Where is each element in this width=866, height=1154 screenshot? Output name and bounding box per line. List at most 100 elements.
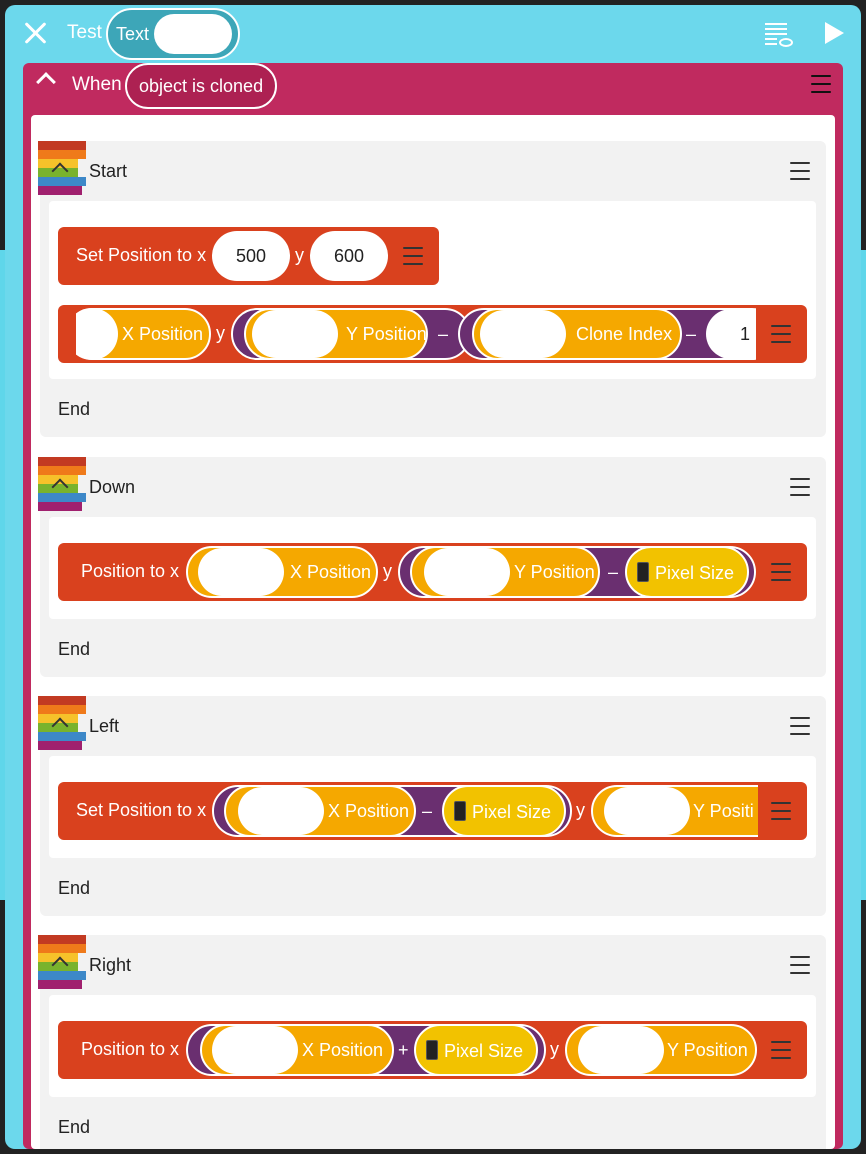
y-label: y (295, 245, 304, 265)
y-label: y (383, 561, 392, 581)
self-label: Self (514, 323, 546, 343)
function-start[interactable]: Start Set Position to x 500 y 600 (38, 141, 826, 437)
self-label: Self (278, 323, 310, 343)
chevron-up-icon[interactable] (36, 72, 56, 92)
x-value-input[interactable]: 500 (212, 231, 290, 281)
function-left[interactable]: Left Set Position to x – X Position (38, 696, 826, 916)
number-input[interactable]: 1 (706, 309, 756, 359)
project-title: Test (67, 22, 102, 43)
phone-icon (454, 801, 466, 821)
preview-icon[interactable] (765, 21, 795, 49)
property-label: Y Positi (693, 801, 754, 821)
y-value-input[interactable]: 600 (310, 231, 388, 281)
function-name: Down (89, 477, 136, 497)
self-label: Self (266, 800, 298, 820)
self-object[interactable]: Self (238, 787, 324, 835)
self-object[interactable]: Self (604, 787, 690, 835)
scrolled-expression-area[interactable]: X Position elf y – Y Position (76, 305, 756, 363)
self-label: Self (240, 1039, 272, 1059)
text-mode-toggle[interactable]: Text (106, 8, 240, 60)
self-label: Self (226, 561, 258, 581)
set-position-command[interactable]: Set Position to x 500 y 600 (58, 227, 439, 285)
self-label: Self (606, 1039, 638, 1059)
function-body: Set Position to x 500 y 600 X Position (49, 201, 816, 379)
self-object[interactable]: Self (578, 1026, 664, 1074)
menu-icon[interactable] (771, 1041, 791, 1059)
command-label: Position to x (81, 561, 180, 581)
property-label: Pixel Size (472, 802, 552, 822)
when-header: When object is cloned (23, 63, 843, 111)
command-label: Set Position to x (76, 800, 207, 820)
function-name: Start (89, 161, 128, 181)
self-label: Self (452, 561, 484, 581)
property-label: X Position (122, 324, 204, 344)
operator-label: – (608, 562, 619, 582)
y-label: y (550, 1039, 559, 1059)
rainbow-function-icon[interactable] (38, 696, 90, 754)
when-label: When (72, 74, 122, 95)
y-label: y (576, 800, 585, 820)
menu-icon[interactable] (771, 325, 791, 343)
operator-label: + (398, 1040, 409, 1060)
self-object[interactable]: Self (252, 310, 338, 358)
property-label: Y Position (667, 1040, 748, 1060)
pixel-size-property[interactable]: Pixel Size (414, 1024, 538, 1076)
play-icon[interactable] (825, 22, 844, 44)
phone-icon (426, 1040, 438, 1060)
y-label: y (216, 323, 225, 343)
position-command[interactable]: Position to x + X Position Self Pixel Si… (58, 1021, 807, 1079)
end-label: End (58, 878, 91, 898)
toggle-label: Text (116, 24, 150, 44)
end-label: End (58, 399, 91, 419)
menu-icon[interactable] (811, 75, 831, 93)
property-label: X Position (328, 801, 410, 821)
menu-icon[interactable] (403, 247, 423, 265)
rainbow-function-icon[interactable] (38, 141, 90, 199)
menu-icon[interactable] (790, 717, 810, 735)
property-label: Pixel Size (655, 563, 735, 583)
trigger-pill[interactable]: object is cloned (125, 63, 278, 109)
number-value: 1 (740, 324, 751, 344)
self-object[interactable]: Self (480, 310, 566, 358)
set-position-command[interactable]: Set Position to x – X Position Self (58, 782, 807, 840)
close-icon[interactable] (23, 21, 47, 45)
self-object[interactable]: Self (424, 548, 510, 596)
menu-icon[interactable] (790, 956, 810, 974)
top-bar: Test Text (5, 5, 861, 63)
scrolled-expression-area[interactable]: – X Position Self Pixel Size y (58, 782, 758, 840)
function-body: Position to x X Position Self y – Y Posi… (49, 517, 816, 619)
menu-icon[interactable] (790, 162, 810, 180)
set-position-expression-command[interactable]: X Position elf y – Y Position (58, 305, 807, 363)
when-canvas: Start Set Position to x 500 y 600 (31, 115, 835, 1149)
toggle-knob (154, 14, 232, 54)
function-body: Position to x + X Position Self Pixel Si… (49, 995, 816, 1097)
function-name: Right (89, 955, 132, 975)
function-right[interactable]: Right Position to x + X Position Self (38, 935, 826, 1149)
self-label: elf (76, 322, 86, 342)
pixel-size-property[interactable]: Pixel Size (625, 546, 749, 598)
menu-icon[interactable] (771, 802, 791, 820)
operator-label: – (422, 801, 433, 821)
operator-label: – (686, 324, 697, 344)
property-label: Pixel Size (444, 1041, 524, 1061)
menu-icon[interactable] (790, 478, 810, 496)
rainbow-function-icon[interactable] (38, 935, 90, 993)
self-object[interactable]: Self (212, 1026, 298, 1074)
end-label: End (58, 639, 91, 659)
command-label: Position to x (81, 1039, 180, 1059)
end-label: End (58, 1117, 91, 1137)
pixel-size-property[interactable]: Pixel Size (442, 785, 566, 837)
property-label: X Position (290, 562, 372, 582)
self-object[interactable]: Self (198, 548, 284, 596)
function-body: Set Position to x – X Position Self (49, 756, 816, 858)
menu-icon[interactable] (771, 563, 791, 581)
self-object[interactable]: elf (76, 308, 118, 360)
property-label: Clone Index (576, 324, 673, 344)
command-label: Set Position to x (76, 245, 207, 265)
function-down[interactable]: Down Position to x X Position Self y – (38, 457, 826, 677)
property-label: X Position (302, 1040, 384, 1060)
position-command[interactable]: Position to x X Position Self y – Y Posi… (58, 543, 807, 601)
property-label: Y Position (514, 562, 595, 582)
rainbow-function-icon[interactable] (38, 457, 90, 515)
when-block[interactable]: When object is cloned Start (23, 63, 843, 1149)
